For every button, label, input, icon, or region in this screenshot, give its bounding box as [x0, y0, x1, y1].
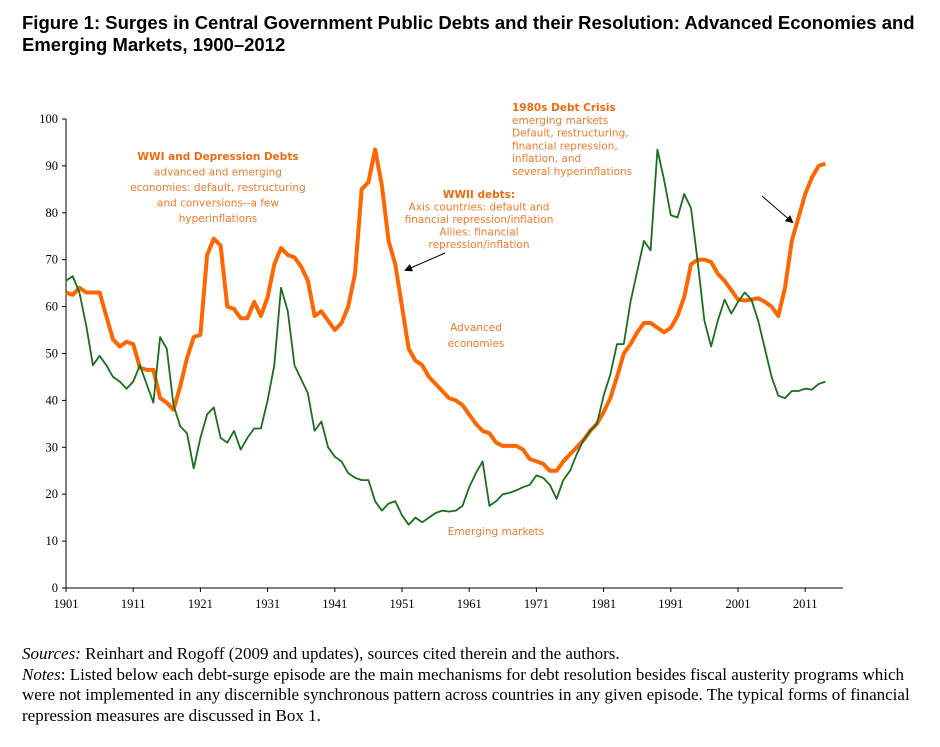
figure-notes: Sources: Reinhart and Rogoff (2009 and u… — [22, 644, 932, 726]
annotation-line: economies — [448, 338, 505, 350]
y-tick-label: 10 — [46, 534, 59, 548]
annotation-adv-label: Advanced economies — [448, 322, 505, 350]
annotation-line: economies: default, restructuring — [130, 182, 306, 194]
emerging-markets-line — [65, 148, 826, 526]
x-tick-label: 2001 — [726, 597, 751, 611]
debt-chart: 0 10 20 30 40 50 60 70 80 90 100 1901 1911 1921 1931 19… — [39, 102, 843, 611]
annotation-heading: 1980s Debt Crisis — [512, 102, 616, 114]
sources-label: Sources: — [22, 644, 81, 663]
y-tick-label: 20 — [46, 487, 59, 501]
annotation-line: financial repression/inflation — [405, 214, 554, 226]
x-tick-label: 1911 — [121, 597, 146, 611]
y-tick-label: 90 — [46, 159, 59, 173]
x-tick-label: 1991 — [658, 597, 683, 611]
x-tick-label: 1971 — [524, 597, 549, 611]
y-tick-label: 60 — [46, 300, 59, 314]
sources-text: Reinhart and Rogoff (2009 and updates), … — [80, 644, 620, 663]
annotation-line: Allies: financial — [439, 227, 518, 239]
annotation-line: repression/inflation — [429, 239, 530, 251]
x-tick-label: 1961 — [457, 597, 482, 611]
advanced-economies-line — [65, 147, 827, 473]
chart-annotations: WWI and Depression Debts advanced and eme… — [130, 102, 632, 538]
annotation-em-label: Emerging markets — [448, 526, 544, 538]
figure-title: Figure 1: Surges in Central Government P… — [22, 12, 915, 55]
x-tick-label: 2011 — [793, 597, 818, 611]
annotation-line: Advanced — [450, 322, 502, 334]
annotation-line: inflation, and — [512, 153, 581, 165]
y-tick-label: 40 — [46, 393, 59, 407]
wwii-arrow — [404, 252, 446, 272]
notes-label: Notes — [22, 664, 61, 684]
annotation-line: hyperinflations — [179, 213, 258, 225]
x-tick-label: 1981 — [591, 597, 616, 611]
chart-series — [65, 147, 827, 526]
annotation-line: advanced and emerging — [154, 167, 282, 179]
sources-line: Sources: Reinhart and Rogoff (2009 and u… — [22, 644, 932, 665]
annotation-heading: WWI and Depression Debts — [137, 151, 298, 163]
x-tick-label: 1921 — [188, 597, 213, 611]
x-tick-label: 1901 — [54, 597, 79, 611]
chart-axes: 0 10 20 30 40 50 60 70 80 90 100 1901 1911 1921 1931 19… — [39, 112, 843, 611]
y-tick-label: 80 — [46, 206, 59, 220]
annotation-line: Emerging markets — [448, 526, 544, 538]
annotation-line: financial repression, — [512, 140, 618, 152]
annotation-heading: WWII debts: — [443, 189, 515, 201]
annotation-line: and conversions--a few — [157, 198, 279, 210]
y-tick-label: 70 — [46, 253, 59, 267]
annotation-wwi: WWI and Depression Debts advanced and eme… — [130, 151, 306, 225]
recent-surge-arrow — [761, 195, 794, 224]
annotation-line: several hyperinflations — [512, 166, 632, 178]
y-tick-label: 0 — [52, 581, 58, 595]
notes-line: Notes: Listed below each debt-surge epis… — [22, 665, 932, 727]
y-tick-label: 50 — [46, 347, 59, 361]
annotation-line: Default, restructuring, — [512, 128, 629, 140]
annotation-line: emerging markets — [512, 115, 608, 127]
notes-text: : Listed below each debt-surge episode a… — [22, 664, 910, 725]
annotation-wwii: WWII debts:Axis countries: default andfi… — [405, 189, 554, 251]
x-tick-label: 1931 — [255, 597, 280, 611]
annotation-line: Axis countries: default and — [409, 202, 550, 214]
x-tick-label: 1941 — [322, 597, 347, 611]
y-tick-label: 30 — [46, 440, 59, 454]
x-tick-label: 1951 — [390, 597, 415, 611]
y-tick-label: 100 — [39, 112, 58, 126]
